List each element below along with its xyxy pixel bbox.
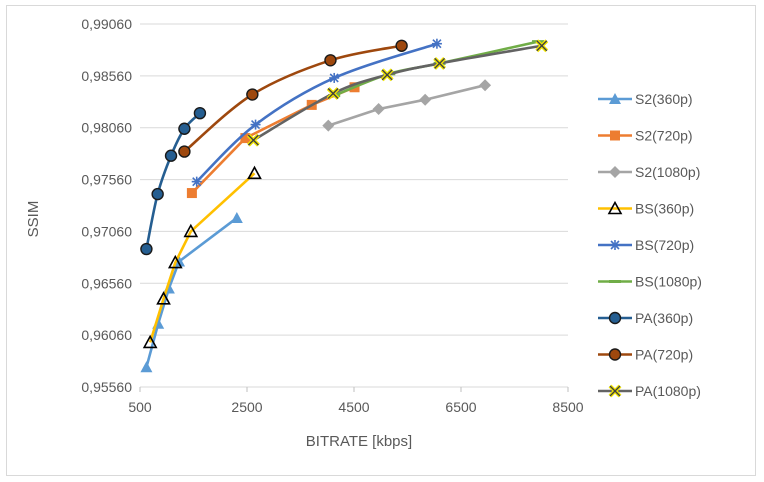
series-line xyxy=(148,172,256,343)
data-point xyxy=(250,119,261,130)
legend-marker xyxy=(610,240,620,250)
legend-label: S2(1080p) xyxy=(635,164,700,180)
data-point xyxy=(230,211,243,223)
data-point xyxy=(183,223,199,238)
data-point xyxy=(431,38,442,49)
legend-marker xyxy=(609,93,621,104)
legend-item-bs-360p: BS(360p) xyxy=(598,201,694,217)
series-line xyxy=(252,44,543,142)
axes: 0,95560 0,96060 0,96560 0,97060 0,97560 0,980… xyxy=(81,16,583,415)
data-point xyxy=(247,133,260,147)
data-point xyxy=(326,87,340,100)
legend-marker xyxy=(610,130,620,141)
x-tick-label: 6500 xyxy=(445,399,476,415)
y-tick-label: 0,99060 xyxy=(81,16,132,32)
series-line xyxy=(145,216,238,368)
legend-label: BS(1080p) xyxy=(635,274,702,290)
data-point xyxy=(372,103,385,116)
series-pa-720p xyxy=(178,39,408,158)
legend-label: PA(720p) xyxy=(635,347,693,363)
legend-marker xyxy=(608,348,622,361)
legend-label: PA(1080p) xyxy=(635,383,701,399)
data-point xyxy=(247,165,262,180)
legend-label: S2(360p) xyxy=(635,91,693,107)
y-tick-label: 0,97560 xyxy=(81,172,132,188)
y-axis-title: SSIM xyxy=(25,201,42,238)
chart-frame: 0,95560 0,96060 0,96560 0,97060 0,97560 0,980… xyxy=(6,5,756,476)
legend-label: BS(720p) xyxy=(635,237,694,253)
legend: S2(360p) S2(720p) S2(1080p) BS(360p) BS(720p… xyxy=(598,91,702,399)
data-point xyxy=(186,188,197,199)
data-point xyxy=(433,56,447,70)
data-point xyxy=(193,106,207,120)
x-tick-label: 500 xyxy=(128,399,152,415)
data-point xyxy=(246,88,259,101)
data-point xyxy=(142,334,158,349)
y-tick-label: 0,96060 xyxy=(81,327,132,343)
y-tick-label: 0,96560 xyxy=(81,275,132,291)
data-point xyxy=(380,68,394,82)
x-tick-label: 4500 xyxy=(338,399,369,415)
legend-item-pa-360p: PA(360p) xyxy=(598,310,693,326)
data-point xyxy=(535,39,549,53)
data-point xyxy=(140,242,153,256)
legend-item-s2-720p: S2(720p) xyxy=(598,128,693,144)
series-line xyxy=(190,86,356,194)
data-point xyxy=(479,79,492,92)
x-axis-title: BITRATE [kbps] xyxy=(306,433,412,450)
data-point xyxy=(164,149,178,162)
legend-label: BS(360p) xyxy=(635,201,694,217)
gridlines xyxy=(140,23,568,388)
series-pa-1080p xyxy=(247,39,549,147)
legend-item-bs-720p: BS(720p) xyxy=(598,237,694,253)
data-point xyxy=(151,187,164,201)
series-bs-360p xyxy=(142,165,262,349)
data-point xyxy=(324,54,337,67)
series-bs-720p xyxy=(191,38,442,187)
x-tick-label: 8500 xyxy=(552,399,583,415)
series-s2-720p xyxy=(186,82,360,199)
legend-marker xyxy=(609,166,621,178)
chart-svg: 0,95560 0,96060 0,96560 0,97060 0,97560 0,980… xyxy=(25,16,702,450)
legend-marker xyxy=(608,384,622,398)
legend-item-pa-720p: PA(720p) xyxy=(598,347,693,363)
data-point xyxy=(178,145,191,158)
legend-marker xyxy=(608,311,622,325)
data-point xyxy=(167,254,183,269)
legend-item-s2-1080p: S2(1080p) xyxy=(598,164,700,180)
legend-label: S2(720p) xyxy=(635,128,693,144)
legend-item-pa-1080p: PA(1080p) xyxy=(598,383,701,399)
data-point xyxy=(140,361,153,373)
legend-item-bs-1080p: BS(1080p) xyxy=(598,274,702,290)
series-pa-360p xyxy=(140,106,207,256)
y-tick-label: 0,95560 xyxy=(81,379,132,395)
series-line xyxy=(183,44,402,153)
series-line xyxy=(327,83,486,127)
data-point xyxy=(156,291,171,305)
series-layer xyxy=(140,38,549,373)
series-s2-1080p xyxy=(322,79,492,132)
data-point xyxy=(322,119,335,132)
y-tick-label: 0,98560 xyxy=(81,68,132,84)
x-tick-label: 2500 xyxy=(231,399,262,415)
data-point xyxy=(240,133,251,144)
legend-marker xyxy=(607,200,623,215)
y-tick-label: 0,98060 xyxy=(81,120,132,136)
data-point xyxy=(419,93,432,106)
y-tick-label: 0,97060 xyxy=(81,223,132,239)
legend-label: PA(360p) xyxy=(635,310,693,326)
data-point xyxy=(395,39,408,52)
data-point xyxy=(178,122,191,135)
legend-item-s2-360p: S2(360p) xyxy=(598,91,693,107)
data-point xyxy=(329,72,340,83)
data-point xyxy=(191,176,202,187)
series-line xyxy=(195,42,438,183)
